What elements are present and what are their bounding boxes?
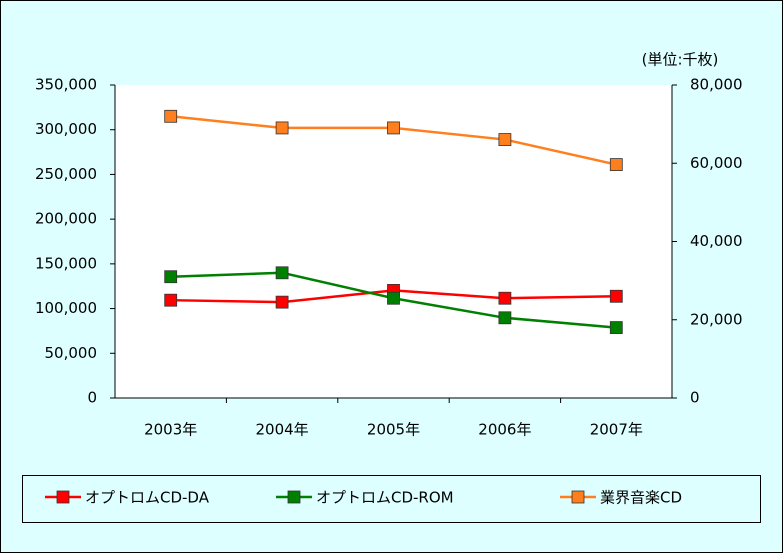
y2-tick-label: 60,000: [690, 154, 743, 172]
point-marker: [275, 121, 289, 135]
legend: [22, 475, 761, 523]
legend-marker: [571, 490, 585, 504]
point-marker: [164, 109, 178, 123]
y2-tick-label: 40,000: [690, 232, 743, 250]
point-marker: [498, 291, 512, 305]
y2-tick-label: 20,000: [690, 310, 743, 328]
x-tick-label: 2004年: [256, 421, 309, 439]
legend-label: 業界音楽CD: [600, 489, 682, 507]
point-marker: [164, 293, 178, 307]
y-tick-label: 0: [87, 389, 97, 407]
point-marker: [609, 158, 623, 171]
point-marker: [609, 321, 623, 334]
y2-tick-label: 0: [690, 389, 700, 407]
point-marker: [275, 266, 289, 280]
y-tick-label: 250,000: [35, 165, 97, 183]
point-marker: [275, 295, 289, 309]
y-tick-label: 100,000: [35, 299, 97, 317]
legend-label: オプトロムCD-ROM: [316, 489, 454, 507]
point-marker: [609, 289, 623, 303]
y-tick-label: 150,000: [35, 254, 97, 272]
point-marker: [387, 121, 400, 135]
legend-label: オプトロムCD-DA: [85, 489, 210, 507]
x-tick-label: 2005年: [367, 421, 420, 439]
point-marker: [498, 133, 512, 146]
legend-marker: [287, 490, 301, 504]
plot-area: [115, 85, 672, 398]
point-marker: [387, 291, 400, 305]
x-tick-label: 2006年: [478, 421, 531, 439]
y-tick-label: 50,000: [45, 344, 98, 362]
point-marker: [498, 311, 512, 325]
y2-tick-label: 80,000: [690, 76, 743, 94]
point-marker: [164, 270, 178, 284]
y-tick-label: 350,000: [35, 76, 97, 94]
legend-marker: [56, 490, 70, 504]
x-tick-label: 2007年: [590, 421, 643, 439]
y-tick-label: 200,000: [35, 210, 97, 228]
x-tick-label: 2003年: [144, 421, 197, 439]
y-tick-label: 300,000: [35, 120, 97, 138]
unit-label: (単位:千枚): [642, 51, 719, 69]
